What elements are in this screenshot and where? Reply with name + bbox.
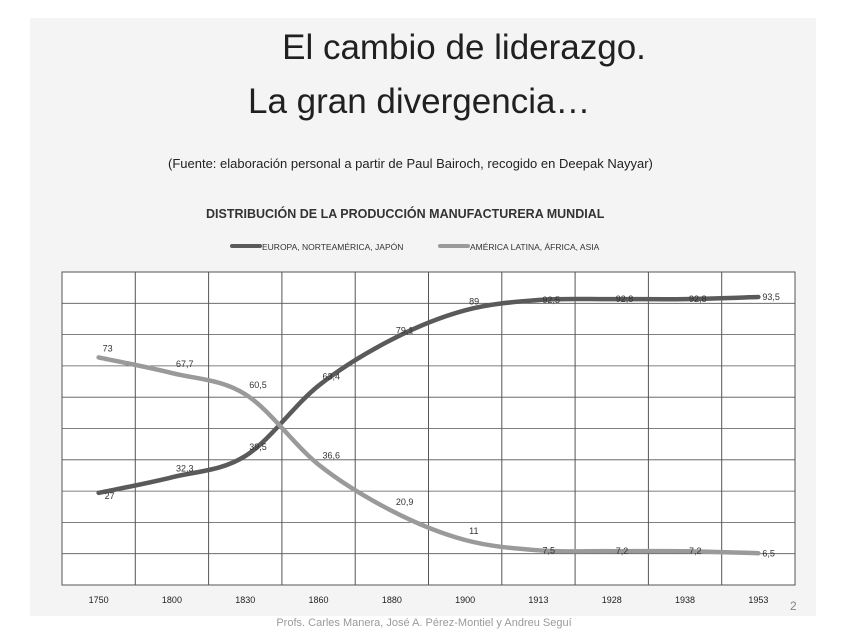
- data-point: [536, 298, 540, 302]
- data-label: 7,2: [689, 546, 702, 556]
- data-label: 32,3: [176, 463, 194, 473]
- data-point: [317, 463, 321, 467]
- data-label: 27: [105, 491, 115, 501]
- data-label: 11: [469, 526, 478, 536]
- data-point: [683, 297, 687, 301]
- data-label: 6,5: [762, 548, 775, 558]
- data-point: [243, 454, 247, 458]
- data-label: 92,8: [616, 294, 634, 304]
- x-tick-label: 1750: [89, 595, 109, 605]
- data-label: 79,1: [396, 325, 414, 335]
- data-point: [97, 355, 101, 359]
- data-point: [243, 392, 247, 396]
- data-point: [97, 491, 101, 495]
- footer-credits: Profs. Carles Manera, José A. Pérez-Mont…: [276, 617, 572, 629]
- slide-title-line1: El cambio de liderazgo.: [282, 28, 646, 67]
- data-point: [390, 337, 394, 341]
- data-label: 7,2: [616, 546, 629, 556]
- data-point: [536, 548, 540, 552]
- data-label: 67,7: [176, 359, 194, 369]
- x-tick-label: 1860: [309, 595, 329, 605]
- legend-label: AMÉRICA LATINA, ÁFRICA, ASIA: [470, 242, 600, 252]
- x-tick-label: 1900: [455, 595, 475, 605]
- data-point: [610, 297, 614, 301]
- data-label: 92,8: [689, 294, 707, 304]
- data-point: [756, 295, 760, 299]
- data-label: 92,5: [542, 295, 560, 305]
- data-point: [170, 371, 174, 375]
- x-tick-label: 1928: [602, 595, 622, 605]
- data-point: [170, 475, 174, 479]
- data-point: [463, 538, 467, 542]
- data-label: 93,5: [762, 292, 780, 302]
- data-point: [317, 384, 321, 388]
- data-label: 73: [103, 343, 113, 353]
- series-line-1: [96, 355, 761, 556]
- legend-label: EUROPA, NORTEAMÉRICA, JAPÓN: [262, 242, 403, 252]
- x-tick-label: 1938: [675, 595, 695, 605]
- slide-title-line2: La gran divergencia…: [248, 82, 591, 121]
- source-note: (Fuente: elaboración personal a partir d…: [168, 156, 653, 171]
- data-label: 39,5: [249, 442, 267, 452]
- series-line-0: [96, 294, 761, 496]
- data-point: [610, 549, 614, 553]
- data-point: [756, 551, 760, 555]
- x-tick-label: 1913: [528, 595, 548, 605]
- data-label: 60,5: [249, 380, 267, 390]
- data-label: 89: [469, 296, 479, 306]
- data-point: [390, 509, 394, 513]
- slide-number: 2: [790, 599, 797, 613]
- data-label: 7,5: [542, 545, 555, 555]
- data-point: [463, 308, 467, 312]
- x-tick-label: 1830: [235, 595, 255, 605]
- data-label: 20,9: [396, 497, 414, 507]
- data-label: 63,4: [323, 372, 341, 382]
- chart-title: DISTRIBUCIÓN DE LA PRODUCCIÓN MANUFACTUR…: [206, 207, 605, 221]
- data-point: [683, 549, 687, 553]
- x-tick-label: 1880: [382, 595, 402, 605]
- data-label: 36,6: [323, 451, 341, 461]
- x-tick-label: 1953: [748, 595, 768, 605]
- x-tick-label: 1800: [162, 595, 182, 605]
